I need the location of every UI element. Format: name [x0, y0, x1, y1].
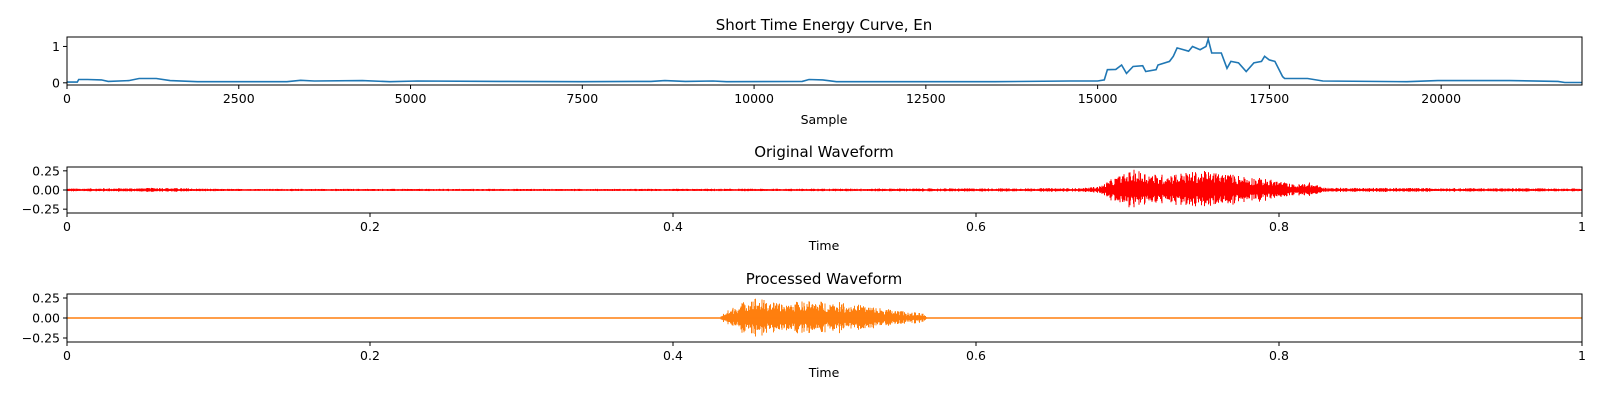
- y-tick-label: 0.25: [32, 291, 60, 306]
- energy-line: [67, 37, 1582, 84]
- x-tick-label: 0.2: [360, 348, 380, 363]
- x-tick-label: 0.6: [966, 348, 986, 363]
- energy-xlabel: Sample: [801, 112, 848, 127]
- y-tick-label: 1: [52, 39, 60, 54]
- x-tick-label: 7500: [566, 91, 598, 106]
- processed-waveform-subplot: Processed Waveform Time 0 0.2 0.4 0.6 0.8 1 0.…: [22, 270, 1586, 380]
- x-tick-label: 0.6: [966, 219, 986, 234]
- x-tick-label: 5000: [395, 91, 427, 106]
- x-tick-label: 0.8: [1269, 348, 1289, 363]
- x-tick-label: 1: [1578, 219, 1586, 234]
- processed-waveform-xlabel: Time: [808, 365, 840, 380]
- y-tick-label: −0.25: [22, 331, 60, 346]
- x-tick-label: 0: [63, 91, 71, 106]
- y-tick-label: 0: [52, 75, 60, 90]
- x-tick-label: 0.4: [663, 219, 683, 234]
- original-waveform-xlabel: Time: [808, 238, 840, 253]
- x-tick-label: 10000: [734, 91, 774, 106]
- y-tick-label: 0.00: [32, 311, 60, 326]
- y-tick-label: 0.00: [32, 183, 60, 198]
- original-waveform-subplot: Original Waveform Time 0 0.2 0.4 0.6 0.8 1 0.2…: [22, 143, 1586, 253]
- x-tick-label: 12500: [906, 91, 946, 106]
- original-waveform-signal: [67, 169, 1582, 208]
- energy-axes-frame: [66, 36, 1583, 86]
- x-tick-label: 0.4: [663, 348, 683, 363]
- y-tick-label: −0.25: [22, 202, 60, 217]
- x-tick-label: 20000: [1421, 91, 1461, 106]
- x-tick-label: 0.2: [360, 219, 380, 234]
- x-tick-label: 0.8: [1269, 219, 1289, 234]
- x-tick-label: 0: [63, 348, 71, 363]
- x-tick-label: 17500: [1249, 91, 1289, 106]
- energy-title: Short Time Energy Curve, En: [716, 16, 933, 34]
- x-tick-label: 2500: [223, 91, 255, 106]
- x-tick-label: 0: [63, 219, 71, 234]
- y-tick-label: 0.25: [32, 163, 60, 178]
- x-tick-label: 1: [1578, 348, 1586, 363]
- processed-waveform-title: Processed Waveform: [746, 270, 903, 288]
- original-waveform-title: Original Waveform: [754, 143, 894, 161]
- energy-subplot: Short Time Energy Curve, En Sample 0 2500…: [52, 16, 1583, 127]
- x-tick-label: 15000: [1078, 91, 1118, 106]
